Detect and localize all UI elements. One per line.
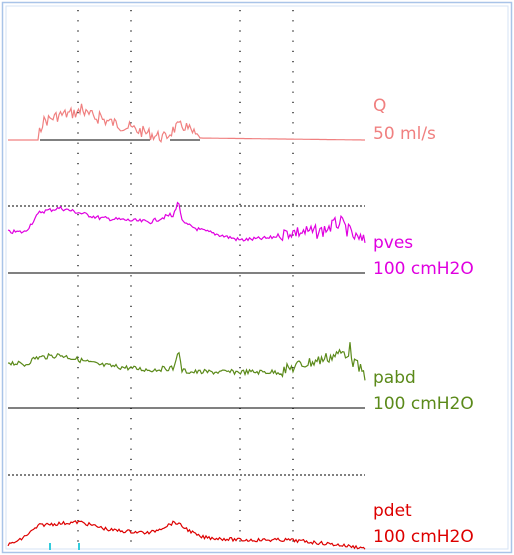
channel-scale: 100 cmH2O [373, 527, 474, 547]
trace-line [8, 103, 365, 143]
channel-scale: 100 cmH2O [373, 394, 474, 414]
trace-line [7, 520, 366, 550]
channel-name: pabd [373, 368, 416, 388]
channel-scale: 100 cmH2O [373, 259, 474, 279]
inner-border [5, 5, 509, 550]
reference-lines [8, 139, 365, 476]
channel-name: pdet [373, 501, 412, 521]
channel-name: Q [373, 96, 386, 116]
traces [7, 103, 366, 550]
trace-line [7, 201, 366, 244]
channel-scale: 50 ml/s [373, 124, 436, 144]
event-ticks [49, 543, 80, 550]
channel-name: pves [373, 233, 413, 253]
trace-line [7, 342, 366, 381]
time-markers [77, 10, 294, 550]
